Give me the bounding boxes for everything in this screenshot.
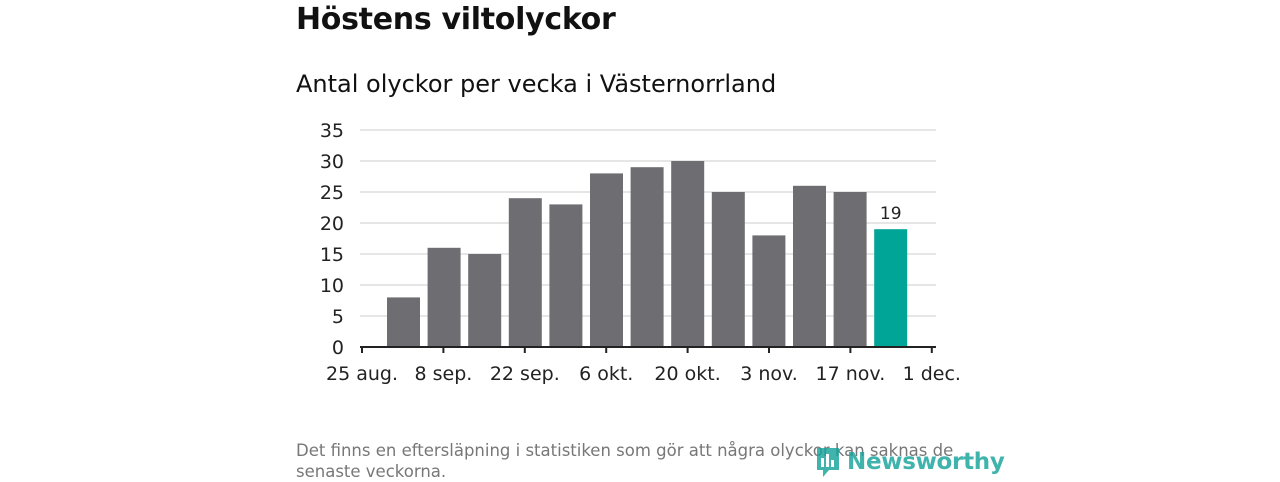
y-tick-label: 0 (332, 337, 344, 359)
bar (630, 167, 664, 347)
bar (793, 185, 826, 347)
footnote: Det finns en eftersläpning i statistiken… (296, 441, 954, 481)
bar (549, 204, 583, 347)
bar (590, 173, 623, 347)
bar (468, 254, 502, 347)
y-tick-label: 25 (320, 182, 344, 204)
page-title: Höstens viltolyckor (296, 2, 616, 37)
y-tick-label: 5 (332, 306, 344, 328)
x-tick-label: 25 aug. (326, 363, 398, 385)
bar (711, 192, 745, 347)
bar (387, 297, 420, 347)
x-tick-label: 20 okt. (654, 363, 720, 385)
bar (752, 235, 786, 347)
bar (833, 192, 867, 347)
brand-logo: Newsworthy (815, 446, 1005, 478)
x-tick-label: 6 okt. (579, 363, 633, 385)
bar (671, 161, 705, 347)
data-label: 19 (880, 204, 902, 224)
y-tick-label: 20 (320, 213, 344, 235)
newsworthy-logo-icon (817, 448, 839, 477)
x-tick-label: 3 nov. (740, 363, 798, 385)
chart-title: Antal olyckor per vecka i Västernorrland (296, 70, 777, 98)
x-tick-label: 17 nov. (816, 363, 886, 385)
y-tick-label: 30 (320, 151, 344, 173)
y-tick-label: 35 (320, 120, 344, 142)
x-tick-label: 22 sep. (490, 363, 560, 385)
x-tick-label: 8 sep. (414, 363, 472, 385)
y-tick-label: 10 (320, 275, 344, 297)
bar (427, 247, 461, 347)
x-tick-label: 1 dec. (903, 363, 961, 385)
bar (874, 229, 908, 347)
brand-name: Newsworthy (847, 449, 1005, 475)
bar (508, 198, 542, 347)
y-tick-label: 15 (320, 244, 344, 266)
